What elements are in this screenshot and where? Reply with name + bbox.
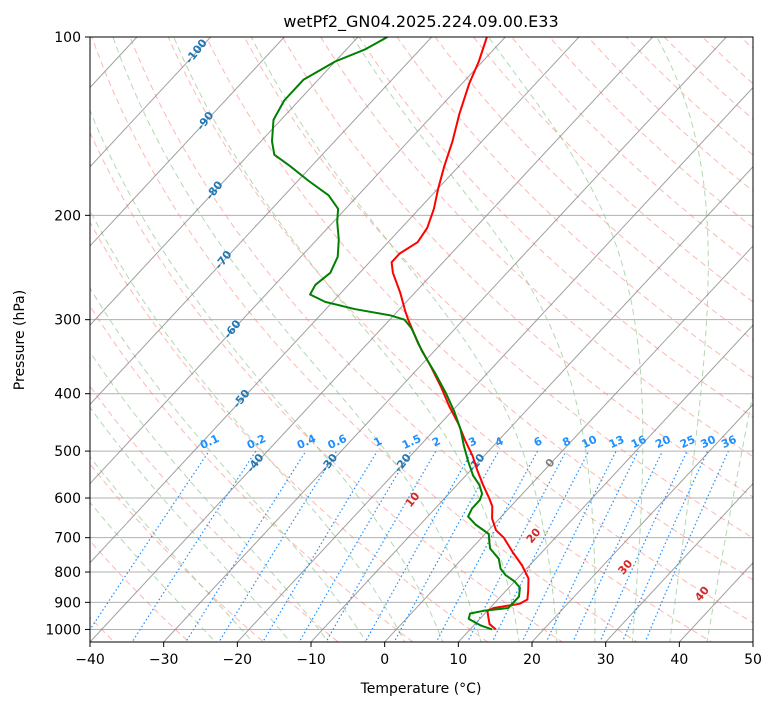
dry-adiabat xyxy=(205,37,753,581)
mixing-ratio-line xyxy=(545,450,639,642)
moist-adiabat xyxy=(488,37,644,642)
dry-adiabat xyxy=(243,37,753,539)
isotherm-line xyxy=(531,403,753,642)
mixing-ratio-line xyxy=(621,450,709,642)
moist-adiabat xyxy=(173,37,520,642)
dry-adiabat xyxy=(167,37,753,624)
isotherm-line xyxy=(310,165,753,642)
mixing-ratio-label: 30 xyxy=(699,433,719,451)
mixing-ratio-line xyxy=(325,450,437,642)
mixing-ratio-label: 10 xyxy=(580,433,600,451)
mixing-ratio-line xyxy=(262,450,378,642)
y-tick-label: 400 xyxy=(54,387,81,403)
chart-title: wetPf2_GN04.2025.224.09.00.E33 xyxy=(283,12,558,32)
y-tick-label: 100 xyxy=(54,30,81,46)
moist-adiabat xyxy=(656,37,709,642)
mixing-ratio-line xyxy=(644,450,729,642)
x-tick-label: 0 xyxy=(380,652,389,668)
mixing-ratio-label: 16 xyxy=(629,433,649,451)
x-tick-label: −20 xyxy=(223,652,253,668)
moist-adiabat xyxy=(90,351,329,642)
mixing-ratio-line xyxy=(599,450,688,642)
dry-adiabat xyxy=(472,37,753,303)
mixing-ratio-line xyxy=(131,450,257,642)
dry-adiabat xyxy=(90,131,564,642)
y-axis-title: Pressure (hPa) xyxy=(12,290,28,390)
dry-adiabat xyxy=(90,221,489,642)
mixing-ratio-label: 13 xyxy=(607,433,626,451)
y-tick-label: 500 xyxy=(54,444,81,460)
dry-adiabat xyxy=(282,37,753,498)
dry-adiabat xyxy=(90,540,190,642)
moist-adiabat xyxy=(352,37,596,642)
isotherm-line xyxy=(90,37,433,406)
dry-adiabat xyxy=(434,37,753,341)
dry-adiabat xyxy=(91,37,639,642)
mixing-ratio-label: 36 xyxy=(719,433,739,451)
dry-adiabat xyxy=(129,37,713,642)
moist-adiabat xyxy=(90,109,444,642)
mixing-ratio-line xyxy=(521,450,617,642)
mixing-ratio-line xyxy=(364,450,473,642)
dewpoint-profile xyxy=(271,37,521,631)
isotherm-line xyxy=(90,37,580,564)
moist-adiabat xyxy=(706,390,753,642)
y-tick-label: 900 xyxy=(54,595,81,611)
y-tick-label: 700 xyxy=(54,531,81,547)
isotherm-line xyxy=(90,37,285,247)
x-tick-label: −10 xyxy=(296,652,326,668)
x-tick-label: 10 xyxy=(449,652,467,668)
x-axis-title: Temperature (°C) xyxy=(360,681,482,697)
dry-adiabat xyxy=(90,305,414,642)
mixing-ratio-line xyxy=(572,450,664,642)
isotherm-line xyxy=(90,37,654,642)
y-axis-ticks: 100 200 300 400 500 600 700 800 900 1000 xyxy=(45,30,90,638)
x-tick-label: 50 xyxy=(744,652,762,668)
moist-adiabat xyxy=(90,209,406,642)
moist-adiabat xyxy=(90,287,367,642)
moist-adiabat xyxy=(250,37,558,642)
sounding-profiles xyxy=(271,37,530,631)
x-tick-label: 20 xyxy=(523,652,541,668)
y-tick-label: 300 xyxy=(54,313,81,329)
isotherm-line xyxy=(383,245,753,642)
isotherm-line xyxy=(162,37,727,642)
plot-frame xyxy=(89,36,754,643)
moist-adiabat xyxy=(90,406,291,642)
y-tick-label: 800 xyxy=(54,565,81,581)
isotherm-line xyxy=(90,37,359,326)
x-tick-label: 40 xyxy=(670,652,688,668)
mixing-ratio-line xyxy=(90,450,210,631)
isotherm-line xyxy=(236,86,753,642)
isotherm-line xyxy=(90,37,212,168)
x-tick-label: −30 xyxy=(149,652,179,668)
y-tick-label: 600 xyxy=(54,491,81,507)
isotherm-line xyxy=(90,37,506,485)
mixing-ratio-line xyxy=(491,450,590,642)
dry-adiabat xyxy=(90,385,340,642)
y-tick-label: 1000 xyxy=(45,622,81,638)
mixing-ratio-line xyxy=(298,450,412,642)
mixing-ratio-label: 25 xyxy=(678,433,697,451)
mixing-ratio-label: 20 xyxy=(653,433,673,451)
moist-adiabat xyxy=(112,37,482,642)
background-lines xyxy=(90,37,753,642)
isotherm-line xyxy=(457,324,753,642)
x-axis-ticks: −40 −30 −20 −10 0 10 20 30 40 50 xyxy=(75,642,762,668)
isotherm-line xyxy=(604,482,753,642)
x-tick-label: 30 xyxy=(597,652,615,668)
y-tick-label: 200 xyxy=(54,208,81,224)
x-tick-label: −40 xyxy=(75,652,105,668)
